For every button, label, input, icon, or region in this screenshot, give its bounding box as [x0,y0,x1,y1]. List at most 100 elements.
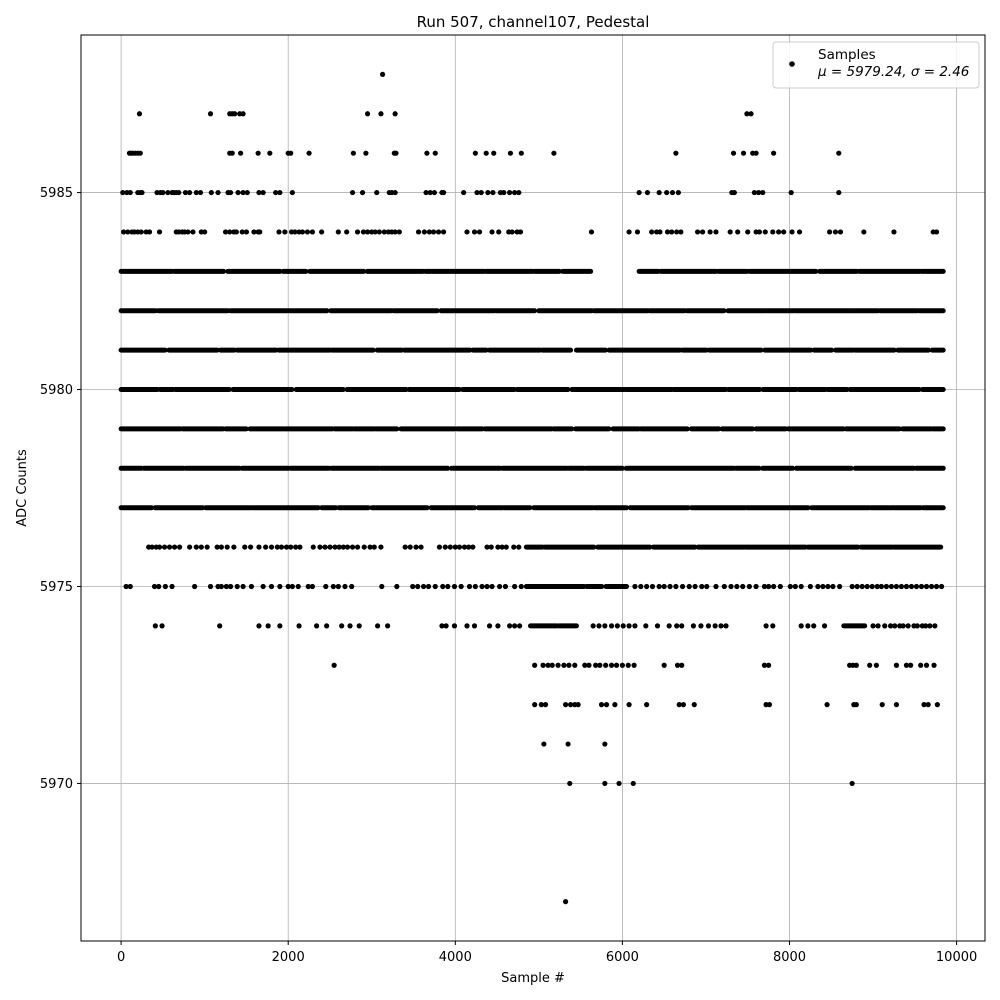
sample-point [825,583,831,590]
sample-point [516,189,522,196]
sample-point [698,623,704,629]
sample-point [864,583,870,590]
sample-point [616,780,622,787]
sample-point [127,583,133,590]
sample-point [440,583,446,590]
sample-point [149,544,155,550]
sample-point [545,662,551,668]
sample-point [789,229,795,235]
sample-point [542,702,549,708]
sample-point [679,662,685,668]
sample-point [867,662,873,668]
sample-point [227,189,234,196]
sample-point [918,662,924,668]
sample-point [218,583,224,590]
legend-stats: μ = 5979.24, σ = 2.46 [817,64,969,80]
sample-point [771,583,777,590]
sample-point [603,702,610,708]
sample-point [156,544,163,550]
sample-point [486,623,493,629]
sample-point [207,583,214,590]
sample-point [507,189,513,196]
sample-point [193,189,199,196]
sample-point [372,229,378,235]
sample-point [654,623,661,629]
sample-point [239,229,245,235]
sample-point [882,623,888,629]
sample-point [849,583,855,590]
sample-point [441,229,447,235]
sample-point [673,150,679,156]
sample-point [160,189,166,196]
sample-point [309,583,316,590]
sample-point [464,623,470,629]
sample-point [442,544,448,550]
sample-point [381,229,387,235]
x-axis-label: Sample # [501,971,565,986]
sample-point [378,111,384,117]
sample-point [649,229,655,235]
legend-marker-samples [789,61,795,67]
sample-point [151,583,158,590]
sample-point [898,583,905,590]
y-tick-label: 5975 [40,580,73,595]
sample-point [231,544,237,550]
sample-point [933,583,940,590]
sample-point [223,583,229,590]
sample-point [364,111,371,117]
sample-point [161,544,168,550]
sample-point [471,229,478,235]
sample-point [837,229,844,235]
sample-point [169,583,175,590]
sample-point [356,623,362,629]
sample-point [202,229,208,235]
sample-point [407,544,413,550]
sample-point [156,583,162,590]
sample-point [634,229,641,235]
sample-point [927,623,933,629]
sample-point [760,189,766,196]
sample-point [426,229,432,235]
sample-point [517,623,523,629]
sample-point [532,702,538,708]
sample-point [777,583,783,590]
sample-point [234,583,240,590]
sample-point [771,150,777,156]
sample-point [730,150,737,156]
sample-point [410,583,416,590]
sample-point [673,583,679,590]
sample-point [461,189,467,196]
sample-point [267,150,273,156]
sample-point [335,583,341,590]
sample-point [815,583,821,590]
y-tick-label: 5985 [40,186,73,201]
sample-point [324,623,330,629]
sample-point [821,623,828,629]
sample-point [649,583,656,590]
sample-point [237,150,244,156]
sample-point [375,623,381,629]
sample-point [680,702,686,708]
sample-point [162,583,168,590]
sample-point [354,229,361,235]
sample-point [198,544,204,550]
sample-point [787,583,793,590]
sample-point [331,662,337,668]
sample-point [491,150,497,156]
sample-point [137,150,143,156]
sample-point [870,623,876,629]
sample-point [305,583,311,590]
sample-point [445,583,451,590]
sample-point [288,150,294,156]
sample-point [507,150,514,156]
sample-point [360,229,366,235]
sample-point [273,189,279,196]
sample-point [888,583,895,590]
sample-point [233,229,239,235]
sample-point [240,583,246,590]
sample-point [413,544,419,550]
sample-point [675,189,681,196]
sample-point [289,189,295,196]
sample-point [297,544,303,550]
